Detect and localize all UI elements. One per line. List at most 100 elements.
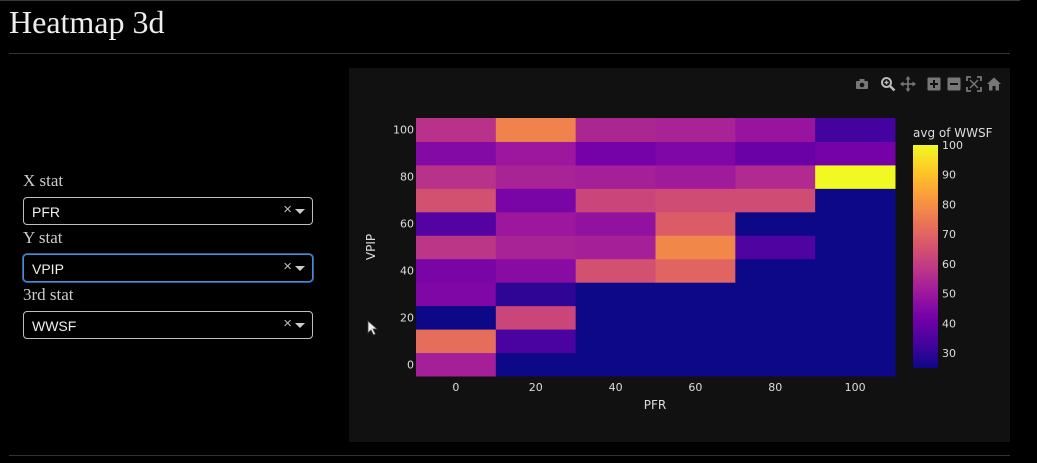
x-stat-clear-icon[interactable]: × (283, 201, 292, 218)
heatmap-cell[interactable] (815, 258, 896, 283)
x-tick-label: 100 (845, 381, 866, 394)
heatmap-cell[interactable] (416, 352, 497, 377)
heatmap-cell[interactable] (495, 305, 577, 330)
heatmap-cell[interactable] (416, 235, 497, 260)
heatmap-cell[interactable] (575, 164, 656, 189)
heatmap-cell[interactable] (416, 118, 497, 142)
heatmap-cell[interactable] (735, 258, 816, 283)
heatmap-cell[interactable] (655, 352, 736, 377)
third-stat-label: 3rd stat (23, 285, 74, 304)
y-stat-dropdown[interactable]: VPIP × (23, 254, 313, 282)
zoom-out-icon[interactable] (946, 76, 962, 92)
heatmap-cell[interactable] (575, 118, 656, 142)
zoom-icon[interactable] (880, 76, 896, 92)
colorbar-tick-label: 70 (942, 228, 956, 241)
colorbar-title: avg of WWSF (913, 126, 993, 140)
heatmap-cells (416, 118, 896, 377)
third-stat-value: WWSF (32, 318, 77, 334)
heatmap-cell[interactable] (575, 188, 656, 213)
x-tick-labels: 0 20 40 60 80 100 (452, 381, 865, 394)
heatmap-cell[interactable] (495, 352, 577, 377)
heatmap-cell[interactable] (655, 141, 736, 166)
heatmap-cell[interactable] (735, 118, 816, 142)
top-border (0, 0, 1020, 1)
heatmap-cell[interactable] (655, 305, 736, 330)
heatmap-cell[interactable] (575, 211, 656, 236)
footer-divider (9, 455, 1010, 456)
heatmap-cell[interactable] (575, 305, 656, 330)
heatmap-cell[interactable] (735, 305, 816, 330)
heatmap-cell[interactable] (815, 188, 896, 213)
x-stat-dropdown[interactable]: PFR × (23, 197, 313, 225)
heatmap-cell[interactable] (416, 305, 497, 330)
page-title: Heatmap 3d (9, 4, 165, 40)
heatmap-cell[interactable] (815, 282, 896, 307)
heatmap-cell[interactable] (655, 164, 736, 189)
heatmap-cell[interactable] (655, 188, 736, 213)
heatmap-cell[interactable] (575, 352, 656, 377)
y-tick-labels: 0 20 40 60 80 100 (393, 124, 414, 372)
heatmap-cell[interactable] (815, 164, 896, 189)
y-stat-clear-icon[interactable]: × (283, 258, 292, 275)
heatmap-cell[interactable] (735, 188, 816, 213)
heatmap-cell[interactable] (735, 282, 816, 307)
heatmap-cell[interactable] (815, 329, 896, 354)
heatmap-cell[interactable] (416, 329, 497, 354)
camera-icon[interactable] (854, 76, 870, 92)
heatmap-cell[interactable] (735, 352, 816, 377)
heatmap-cell[interactable] (495, 141, 577, 166)
y-tick-label: 0 (407, 358, 414, 371)
heatmap-cell[interactable] (735, 164, 816, 189)
heatmap-cell[interactable] (495, 211, 577, 236)
heatmap-cell[interactable] (575, 141, 656, 166)
heatmap-cell[interactable] (655, 258, 736, 283)
heatmap-cell[interactable] (735, 329, 816, 354)
heatmap-cell[interactable] (575, 329, 656, 354)
heatmap-cell[interactable] (416, 282, 497, 307)
heatmap-cell[interactable] (575, 258, 656, 283)
chevron-down-icon[interactable] (295, 323, 305, 328)
heatmap-cell[interactable] (495, 282, 577, 307)
heatmap-cell[interactable] (735, 235, 816, 260)
third-stat-clear-icon[interactable]: × (283, 315, 292, 332)
heatmap-cell[interactable] (575, 235, 656, 260)
heatmap-cell[interactable] (575, 282, 656, 307)
heatmap-cell[interactable] (416, 211, 497, 236)
heatmap-cell[interactable] (815, 211, 896, 236)
heatmap-cell[interactable] (416, 141, 497, 166)
heatmap-cell[interactable] (495, 258, 577, 283)
heatmap-cell[interactable] (495, 329, 577, 354)
heatmap-cell[interactable] (815, 118, 896, 142)
heatmap-cell[interactable] (815, 352, 896, 377)
x-axis-label: PFR (644, 398, 666, 412)
zoom-in-icon[interactable] (926, 76, 942, 92)
colorbar-tick-label: 60 (942, 258, 956, 271)
heatmap-cell[interactable] (416, 258, 497, 283)
heatmap-cell[interactable] (655, 211, 736, 236)
heatmap-cell[interactable] (495, 164, 577, 189)
y-tick-label: 40 (400, 264, 414, 277)
pan-icon[interactable] (900, 76, 916, 92)
autoscale-icon[interactable] (966, 76, 982, 92)
reset-axes-icon[interactable] (986, 76, 1002, 92)
heatmap-cell[interactable] (655, 282, 736, 307)
heatmap-cell[interactable] (655, 118, 736, 142)
mouse-pointer-icon (367, 320, 379, 336)
heatmap-cell[interactable] (416, 164, 497, 189)
colorbar-tick-label: 100 (942, 139, 963, 152)
heatmap-cell[interactable] (495, 188, 577, 213)
heatmap-cell[interactable] (735, 211, 816, 236)
third-stat-dropdown[interactable]: WWSF × (23, 311, 313, 339)
heatmap-cell[interactable] (735, 141, 816, 166)
heatmap-cell[interactable] (655, 235, 736, 260)
heatmap-cell[interactable] (815, 305, 896, 330)
heatmap-cell[interactable] (815, 141, 896, 166)
heatmap-cell[interactable] (815, 235, 896, 260)
heatmap-cell[interactable] (495, 118, 577, 142)
heatmap-plot[interactable]: 0 20 40 60 80 100 0 20 40 60 80 100 PFR VPIP avg o… (349, 68, 1010, 442)
heatmap-cell[interactable] (655, 329, 736, 354)
heatmap-cell[interactable] (495, 235, 577, 260)
chevron-down-icon[interactable] (295, 266, 305, 271)
chevron-down-icon[interactable] (295, 209, 305, 214)
heatmap-cell[interactable] (416, 188, 497, 213)
